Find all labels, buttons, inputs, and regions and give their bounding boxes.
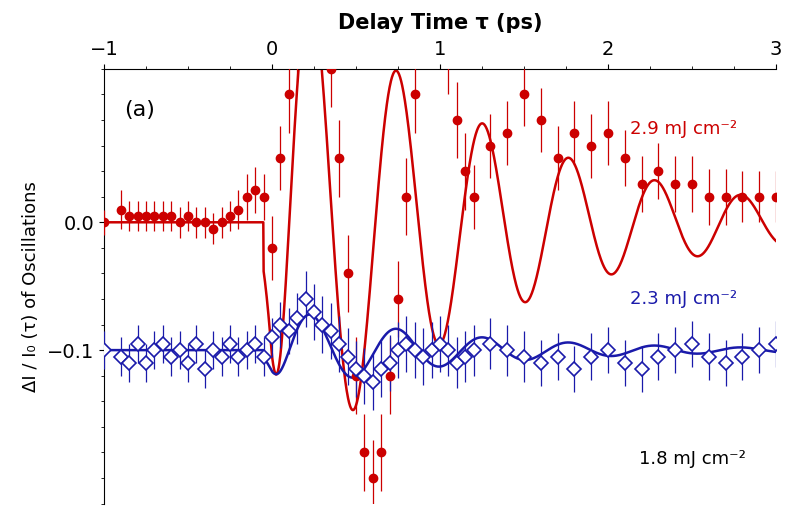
Text: 2.3 mJ cm⁻²: 2.3 mJ cm⁻² xyxy=(630,290,737,308)
X-axis label: Delay Time τ (ps): Delay Time τ (ps) xyxy=(338,13,542,33)
Y-axis label: ΔI / I₀ (τ) of Oscillations: ΔI / I₀ (τ) of Oscillations xyxy=(22,181,40,392)
Text: (a): (a) xyxy=(124,100,155,120)
Text: 2.9 mJ cm⁻²: 2.9 mJ cm⁻² xyxy=(630,120,737,138)
Text: 1.8 mJ cm⁻²: 1.8 mJ cm⁻² xyxy=(638,450,746,468)
